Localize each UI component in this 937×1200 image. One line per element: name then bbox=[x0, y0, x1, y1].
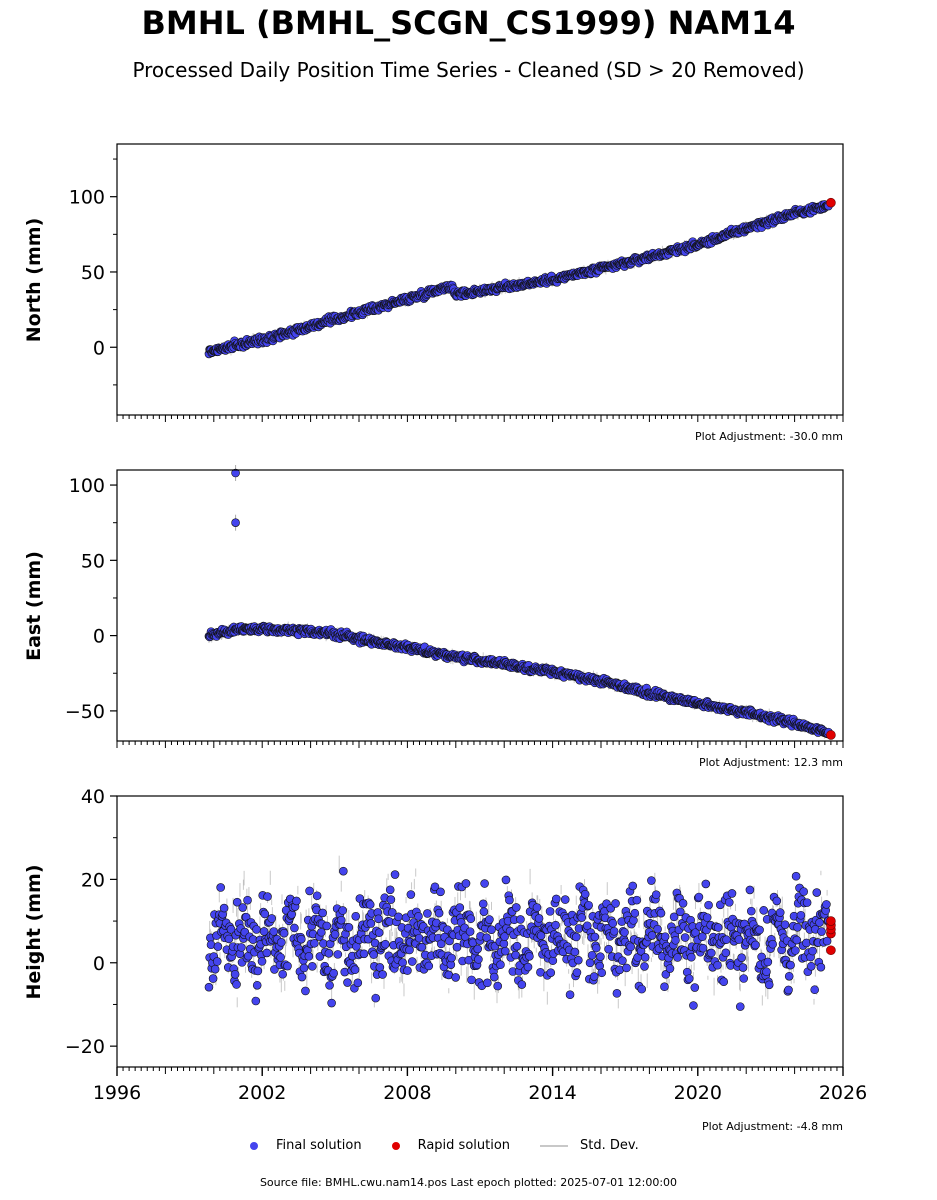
final-solution-point bbox=[301, 986, 310, 996]
final-solution-point bbox=[212, 957, 222, 966]
final-solution-point bbox=[210, 964, 220, 974]
final-solution-point bbox=[292, 896, 301, 906]
final-solution-point bbox=[297, 972, 307, 982]
final-solution-point bbox=[290, 923, 299, 933]
y-tick-label: 50 bbox=[81, 262, 105, 284]
final-solution-point bbox=[252, 980, 262, 990]
final-solution-point bbox=[232, 980, 241, 989]
final-solution-point bbox=[297, 934, 306, 944]
north-axes-frame bbox=[116, 143, 844, 416]
y-tick-label: 0 bbox=[93, 337, 105, 359]
final-solution-point bbox=[219, 903, 229, 913]
east-panel: −50 0 50 100 East (mm) Plot Adjustment: 12.… bbox=[23, 465, 844, 769]
north-panel: 0 50 100 North (mm) Plot Adjustment: -30.0… bbox=[23, 143, 844, 443]
north-y-label: North (mm) bbox=[23, 218, 45, 343]
final-solution-point bbox=[263, 892, 272, 901]
final-solution-point bbox=[283, 961, 292, 971]
final-solution-point bbox=[279, 928, 289, 938]
final-solution-point bbox=[262, 948, 272, 958]
final-solution-point bbox=[260, 909, 270, 919]
final-solution-point bbox=[252, 925, 261, 934]
y-tick-label: 50 bbox=[81, 550, 105, 572]
final-solution-point bbox=[316, 927, 326, 937]
y-tick-label: −50 bbox=[65, 701, 105, 723]
rapid-solution-point bbox=[826, 730, 836, 740]
final-solution-point bbox=[278, 969, 287, 979]
east-data-points bbox=[204, 465, 836, 740]
final-solution-point bbox=[318, 908, 327, 918]
final-solution-point bbox=[322, 921, 332, 931]
north-y-ticks: 0 50 100 bbox=[69, 158, 117, 386]
y-tick-label: 100 bbox=[69, 187, 105, 209]
final-solution-point bbox=[329, 968, 338, 978]
final-solution-point bbox=[208, 974, 218, 983]
final-solution-point bbox=[287, 910, 296, 919]
east-y-label: East (mm) bbox=[23, 551, 45, 661]
chart-title: BMHL (BMHL_SCGN_CS1999) NAM14 bbox=[141, 4, 796, 42]
final-solution-point bbox=[243, 895, 252, 905]
final-solution-point bbox=[312, 891, 322, 901]
final-solution-point bbox=[308, 962, 317, 971]
north-x-minor-ticks bbox=[116, 415, 844, 422]
east-axes-frame bbox=[116, 469, 844, 742]
final-solution-point bbox=[204, 982, 214, 992]
final-solution-point bbox=[339, 866, 348, 876]
final-solution-point bbox=[267, 914, 276, 923]
east-x-minor-ticks bbox=[116, 741, 844, 748]
y-tick-label: 0 bbox=[93, 626, 105, 648]
chart-subtitle: Processed Daily Position Time Series - C… bbox=[132, 58, 805, 82]
final-solution-point bbox=[213, 942, 223, 951]
final-solution-point bbox=[338, 906, 347, 915]
north-plot-adjustment: Plot Adjustment: -30.0 mm bbox=[695, 430, 843, 443]
final-solution-point bbox=[344, 923, 354, 932]
final-solution-point bbox=[230, 969, 240, 979]
final-solution-point bbox=[277, 938, 286, 947]
height-data-points bbox=[204, 855, 836, 1011]
final-solution-point bbox=[305, 886, 314, 896]
final-solution-point bbox=[238, 903, 248, 912]
final-solution-point bbox=[237, 943, 246, 952]
final-solution-point bbox=[333, 950, 343, 959]
y-tick-label: 100 bbox=[69, 475, 105, 497]
final-solution-point bbox=[304, 952, 314, 961]
final-solution-point bbox=[269, 927, 279, 936]
final-solution-point bbox=[325, 981, 334, 990]
final-solution-point bbox=[253, 966, 263, 976]
final-solution-point bbox=[276, 953, 285, 962]
east-y-ticks: −50 0 50 100 bbox=[65, 475, 117, 723]
final-solution-point bbox=[251, 996, 261, 1006]
final-solution-point bbox=[330, 930, 340, 939]
final-solution-point bbox=[257, 957, 267, 966]
final-solution-point bbox=[299, 963, 309, 973]
final-solution-point bbox=[336, 915, 346, 925]
final-solution-point bbox=[327, 998, 336, 1008]
final-solution-point bbox=[310, 938, 319, 948]
final-solution-point bbox=[324, 949, 334, 958]
north-data-points bbox=[204, 197, 836, 359]
rapid-solution-point bbox=[826, 197, 836, 208]
east-plot-adjustment: Plot Adjustment: 12.3 mm bbox=[699, 756, 843, 769]
outlier-point bbox=[231, 518, 240, 527]
final-solution-point bbox=[216, 883, 225, 892]
final-solution-point bbox=[343, 978, 352, 987]
